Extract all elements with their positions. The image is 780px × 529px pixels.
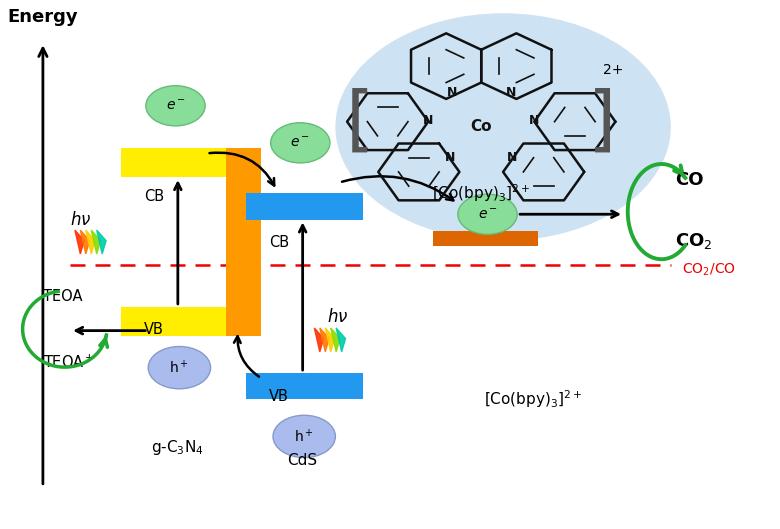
Text: N: N <box>507 151 518 164</box>
Text: TEOA: TEOA <box>43 289 83 304</box>
FancyBboxPatch shape <box>433 231 538 246</box>
Circle shape <box>271 123 330 163</box>
FancyBboxPatch shape <box>246 193 363 220</box>
Circle shape <box>273 415 335 458</box>
Text: CO$_2$/CO: CO$_2$/CO <box>682 261 736 278</box>
Polygon shape <box>331 328 340 352</box>
Circle shape <box>148 346 211 389</box>
Text: VB: VB <box>269 389 289 404</box>
Circle shape <box>146 86 205 126</box>
Text: N: N <box>505 86 516 99</box>
Text: [: [ <box>346 87 374 156</box>
Polygon shape <box>320 328 329 352</box>
Polygon shape <box>80 230 90 254</box>
Text: [Co(bpy)$_3$]$^{2+}$: [Co(bpy)$_3$]$^{2+}$ <box>432 182 530 204</box>
Text: CdS: CdS <box>288 453 317 468</box>
FancyBboxPatch shape <box>246 373 363 399</box>
Polygon shape <box>91 230 101 254</box>
Text: CB: CB <box>269 235 289 250</box>
Text: CO: CO <box>675 171 704 189</box>
Text: VB: VB <box>144 322 164 336</box>
Text: ]: ] <box>588 87 616 156</box>
Polygon shape <box>97 230 106 254</box>
Polygon shape <box>325 328 335 352</box>
Polygon shape <box>75 230 84 254</box>
FancyBboxPatch shape <box>226 148 261 336</box>
FancyBboxPatch shape <box>121 307 238 336</box>
Text: $h\nu$: $h\nu$ <box>69 211 91 229</box>
Text: Energy: Energy <box>8 8 78 26</box>
Text: e$^-$: e$^-$ <box>477 207 498 221</box>
Circle shape <box>335 13 671 241</box>
Polygon shape <box>336 328 346 352</box>
Text: 2+: 2+ <box>603 63 623 77</box>
Polygon shape <box>86 230 95 254</box>
Text: [Co(bpy)$_3$]$^{2+}$: [Co(bpy)$_3$]$^{2+}$ <box>484 388 582 411</box>
Text: CO$_2$: CO$_2$ <box>675 231 712 251</box>
Text: g-C$_3$N$_4$: g-C$_3$N$_4$ <box>151 437 204 457</box>
Text: h$^+$: h$^+$ <box>294 428 314 445</box>
Text: Co: Co <box>470 120 492 134</box>
Text: e$^-$: e$^-$ <box>165 99 186 113</box>
Text: TEOA$^+$: TEOA$^+$ <box>43 354 94 371</box>
Text: e$^-$: e$^-$ <box>290 136 310 150</box>
Text: CB: CB <box>144 189 165 204</box>
Circle shape <box>458 194 517 234</box>
Text: N: N <box>423 114 434 127</box>
Text: N: N <box>446 86 457 99</box>
Text: $h\nu$: $h\nu$ <box>327 308 349 326</box>
Text: h$^+$: h$^+$ <box>169 359 190 376</box>
Text: N: N <box>445 151 456 164</box>
Polygon shape <box>314 328 324 352</box>
Text: N: N <box>529 114 540 127</box>
FancyBboxPatch shape <box>121 148 238 177</box>
